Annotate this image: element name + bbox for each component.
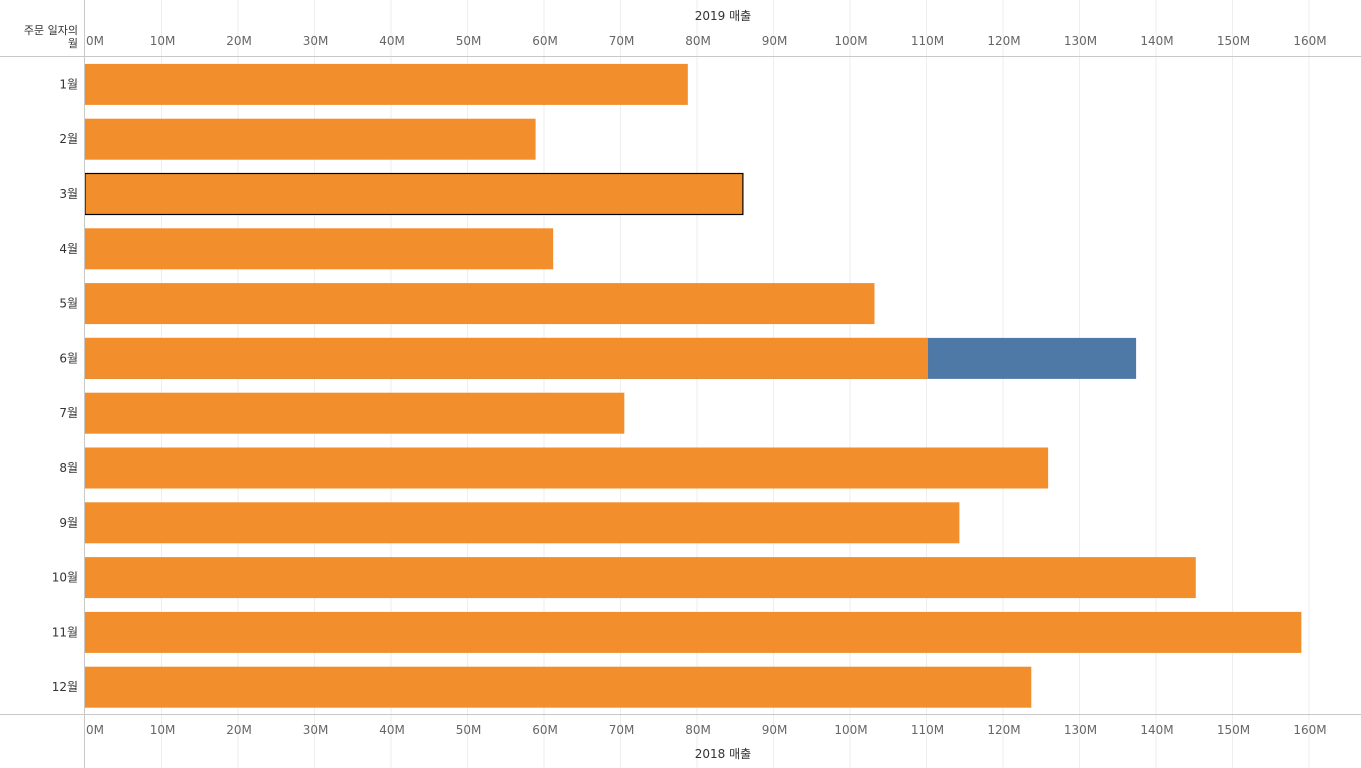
top-tick-label: 10M [150,34,176,48]
top-tick-label: 20M [226,34,252,48]
row-header-line-2: 월 [68,37,78,50]
bottom-tick-label: 130M [1064,723,1097,737]
bar-2018-11[interactable] [85,611,1302,653]
bottom-tick-label: 30M [303,723,329,737]
top-axis-ticks: 0M 10M 20M 30M 40M 50M 60M 70M 80M 90M 100M 110M 120… [86,34,1327,48]
top-tick-label: 120M [987,34,1020,48]
bar-2018-1[interactable] [85,63,688,105]
bar-2018-5[interactable] [85,283,875,325]
top-tick-label: 150M [1217,34,1250,48]
category-label: 4월 [59,242,78,256]
bar-2018-12[interactable] [85,666,1032,708]
top-tick-label: 140M [1140,34,1173,48]
top-tick-label: 90M [762,34,788,48]
category-label: 3월 [59,187,78,201]
bar-2018-2[interactable] [85,118,536,160]
category-label: 6월 [59,351,78,365]
bar-2018-4[interactable] [85,228,554,270]
bottom-tick-label: 20M [226,723,252,737]
category-label: 12월 [52,680,78,694]
category-label: 9월 [59,516,78,530]
top-tick-label: 160M [1293,34,1326,48]
bottom-axis-title: 2018 매출 [695,747,751,761]
bar-2018-8[interactable] [85,447,1049,489]
bar-2018-6[interactable] [85,337,929,379]
category-label: 1월 [59,77,78,91]
top-tick-label: 110M [911,34,944,48]
bottom-tick-label: 140M [1140,723,1173,737]
bottom-tick-label: 80M [685,723,711,737]
bottom-tick-label: 110M [911,723,944,737]
bottom-tick-label: 60M [532,723,558,737]
bars [84,63,1302,708]
category-label: 2월 [59,132,78,146]
top-tick-label: 50M [456,34,482,48]
category-label: 7월 [59,406,78,420]
bottom-tick-label: 50M [456,723,482,737]
category-label: 11월 [52,625,78,639]
row-header-line-1: 주문 일자의 [24,23,78,37]
bottom-tick-label: 10M [150,723,176,737]
bottom-tick-label: 160M [1293,723,1326,737]
bar-2018-10[interactable] [85,557,1196,599]
bottom-tick-label: 120M [987,723,1020,737]
top-tick-label: 70M [609,34,635,48]
bar-2018-9[interactable] [85,502,960,544]
bottom-tick-label: 100M [834,723,867,737]
category-labels: 1월 2월 3월 4월 5월 6월 7월 8월 9월 10월 11월 12월 [52,77,78,694]
bottom-tick-label: 70M [609,723,635,737]
bottom-tick-label: 90M [762,723,788,737]
top-axis-title: 2019 매출 [695,9,751,23]
category-label: 10월 [52,571,78,585]
top-tick-label: 80M [685,34,711,48]
bottom-tick-label: 150M [1217,723,1250,737]
bar-2018-3-selected[interactable] [84,172,744,216]
bottom-tick-label: 40M [379,723,405,737]
top-tick-label: 130M [1064,34,1097,48]
top-tick-label: 30M [303,34,329,48]
category-label: 8월 [59,461,78,475]
top-tick-label: 40M [379,34,405,48]
top-tick-label: 0M [86,34,104,48]
bottom-axis-ticks: 0M 10M 20M 30M 40M 50M 60M 70M 80M 90M 100M 110M 120… [86,723,1327,737]
bottom-tick-label: 0M [86,723,104,737]
bar-2018-7[interactable] [85,392,625,434]
top-tick-label: 100M [834,34,867,48]
category-label: 5월 [59,297,78,311]
top-tick-label: 60M [532,34,558,48]
